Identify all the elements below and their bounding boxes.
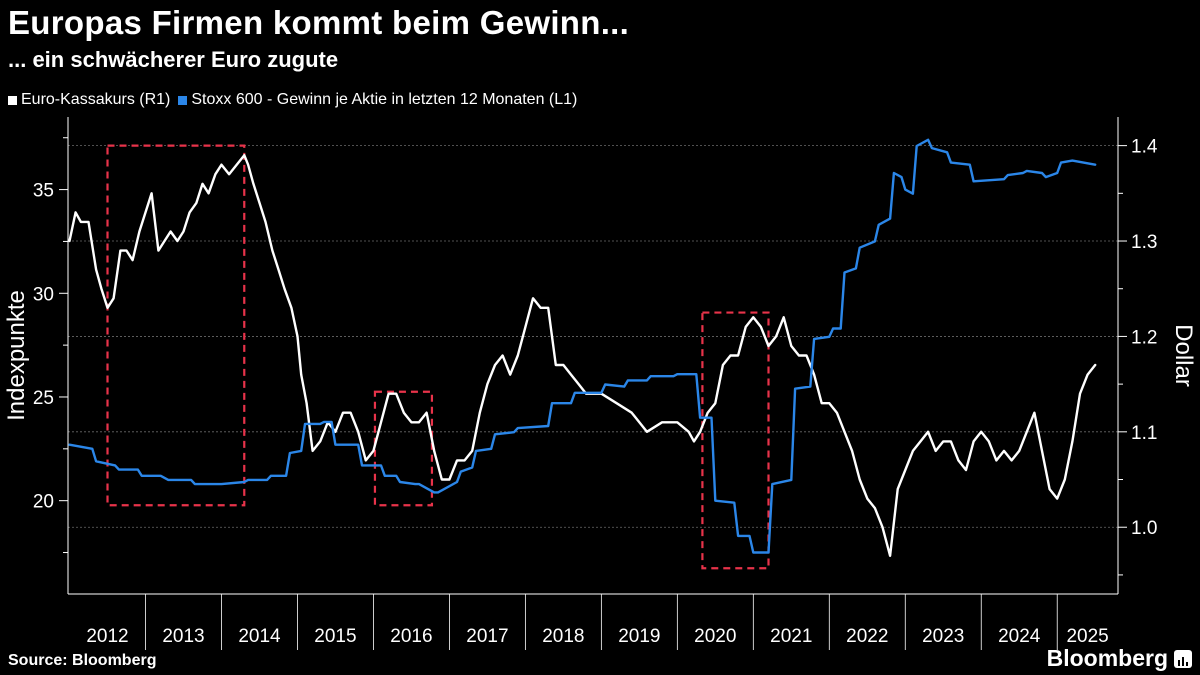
x-tick-label-2014: 2014 bbox=[238, 626, 281, 647]
left-tick-label-3: 35 bbox=[33, 181, 54, 202]
x-tick-label-2024: 2024 bbox=[998, 626, 1041, 647]
y-axis-label-left: Indexpunkte bbox=[3, 290, 30, 421]
x-tick-label-2018: 2018 bbox=[542, 626, 584, 647]
legend-item-eps: Stoxx 600 - Gewinn je Aktie in letzten 1… bbox=[178, 91, 577, 109]
legend-label-eps: Stoxx 600 - Gewinn je Aktie in letzten 1… bbox=[191, 91, 578, 108]
highlight-box-2 bbox=[701, 311, 770, 570]
right-tick-label-0: 1.0 bbox=[1131, 518, 1157, 539]
right-tick-label-2: 1.2 bbox=[1131, 327, 1157, 348]
left-tick-label-0: 20 bbox=[33, 492, 54, 513]
left-tick-label-1: 25 bbox=[33, 388, 54, 409]
brand-chart-icon bbox=[1174, 649, 1192, 668]
chart-subtitle: ... ein schwächerer Euro zugute bbox=[8, 47, 339, 72]
legend-label-eur: Euro-Kassakurs (R1) bbox=[21, 91, 171, 108]
x-tick-label-2025: 2025 bbox=[1066, 626, 1108, 647]
legend-swatch-eur bbox=[8, 95, 17, 105]
brand-wordmark: Bloomberg bbox=[1046, 645, 1168, 671]
series-line-eur bbox=[68, 153, 1097, 557]
series-line-eps bbox=[68, 138, 1097, 554]
left-tick-label-2: 30 bbox=[33, 284, 54, 305]
y-axis-label-right: Dollar bbox=[1170, 324, 1197, 387]
x-tick-label-2021: 2021 bbox=[770, 626, 812, 647]
chart-title: Europas Firmen kommt beim Gewinn... bbox=[8, 4, 630, 41]
x-tick-label-2017: 2017 bbox=[466, 626, 508, 647]
source-note: Source: Bloomberg bbox=[8, 652, 157, 669]
right-tick-label-4: 1.4 bbox=[1131, 137, 1158, 158]
x-tick-label-2012: 2012 bbox=[86, 626, 128, 647]
x-tick-label-2020: 2020 bbox=[694, 626, 736, 647]
legend: Euro-Kassakurs (R1) Stoxx 600 - Gewinn j… bbox=[8, 91, 585, 109]
legend-item-eur: Euro-Kassakurs (R1) bbox=[8, 91, 170, 109]
right-tick-label-3: 1.3 bbox=[1131, 232, 1157, 253]
x-tick-label-2019: 2019 bbox=[618, 626, 660, 647]
legend-swatch-eps bbox=[178, 95, 188, 105]
x-tick-label-2022: 2022 bbox=[846, 626, 888, 647]
right-tick-label-1: 1.1 bbox=[1131, 423, 1157, 444]
x-tick-label-2013: 2013 bbox=[162, 626, 204, 647]
x-tick-label-2023: 2023 bbox=[922, 626, 964, 647]
x-tick-label-2015: 2015 bbox=[314, 626, 356, 647]
highlight-box-1 bbox=[373, 390, 434, 507]
brand-logo: Bloomberg bbox=[1047, 645, 1192, 672]
highlight-box-0 bbox=[106, 144, 246, 507]
x-tick-label-2016: 2016 bbox=[390, 626, 432, 647]
